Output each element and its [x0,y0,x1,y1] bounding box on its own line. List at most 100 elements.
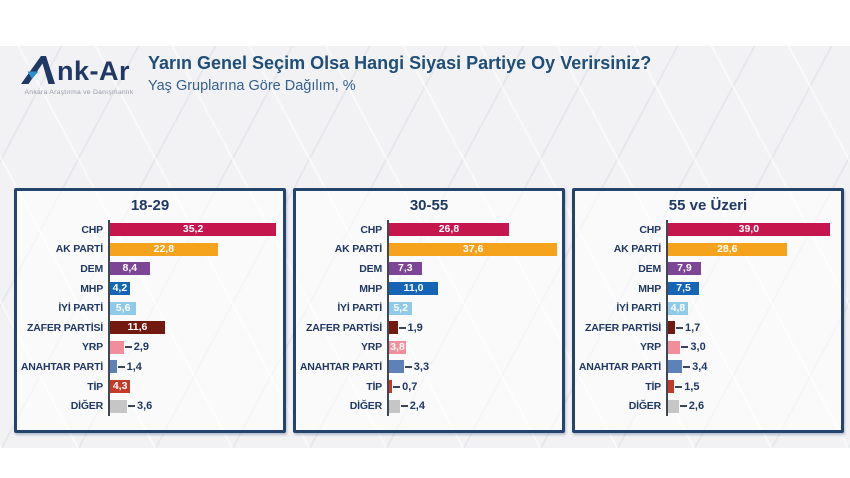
bar-track: 0,7 [387,376,562,397]
bar [389,321,398,335]
bar: 4,2 [110,282,130,296]
bar: 7,3 [389,262,422,276]
value-label: 28,6 [717,242,738,255]
bar-track: 22,8 [108,239,283,260]
leader-dash [681,346,689,349]
value-label: 0,7 [402,380,418,393]
leader-dash [128,405,135,408]
party-label: İYİ PARTİ [337,302,382,315]
leader-dash [398,326,406,329]
bar-track: 4,3 [108,376,283,397]
value-label: 26,8 [438,223,460,236]
party-label: DEM [359,262,382,275]
bar-track: 5,2 [387,298,562,318]
party-label: AK PARTİ [613,243,661,256]
bar-track: 3,8 [387,337,562,358]
party-label: ANAHTAR PARTİ [578,360,661,373]
party-label: YRP [640,341,661,354]
bar: 37,6 [389,242,558,256]
bar: 28,6 [668,242,787,256]
value-label: 3,0 [690,341,706,354]
value-label: 11,0 [403,282,424,295]
panel-rows: CHP 35,2 AK PARTİ 22,8 DEM 8,4 MHP 4,2 İYİ PARTİ… [17,220,283,416]
bar [668,340,681,354]
value-label: 39,0 [738,223,760,236]
age-group-panels: 18-29 CHP 35,2 AK PARTİ 22,8 DEM 8,4 MHP 4,2 İYİ … [14,188,844,433]
value-label: 1,9 [407,321,423,334]
bar [668,360,683,374]
bar-track: 4,2 [108,278,283,299]
chart-row: YRP 2,9 [17,337,283,358]
value-label: 1,5 [684,380,700,393]
panel-title: 30-55 [409,197,449,214]
value-label: 4,2 [112,282,128,295]
party-label: TİP [87,380,103,393]
panel-title: 18-29 [130,197,170,214]
chart-row: YRP 3,8 [296,337,562,358]
chart-row: DİĞER 3,6 [17,396,283,416]
page-subtitle: Yaş Gruplarına Göre Dağılım, % [148,78,356,94]
value-label: 3,3 [413,360,430,373]
panel-rows: CHP 26,8 AK PARTİ 37,6 DEM 7,3 MHP 11,0 İYİ PART… [296,220,562,416]
party-label: İYİ PARTİ [58,302,103,315]
chart-row: İYİ PARTİ 5,2 [296,298,562,318]
leader-dash [117,365,125,368]
chart-row: CHP 39,0 [575,220,841,240]
chart-row: CHP 26,8 [296,220,562,240]
age-panel: 55 ve Üzeri CHP 39,0 AK PARTİ 28,6 DEM 7,9 MHP 7… [572,188,844,433]
chart-row: TİP 4,3 [17,376,283,397]
chart-row: DEM 7,9 [575,259,841,279]
value-label: 1,4 [126,360,142,373]
bar-track: 1,5 [666,376,841,397]
chart-row: ZAFER PARTİSİ 11,6 [17,317,283,338]
leader-dash [675,385,683,388]
chart-row: MHP 4,2 [17,278,283,299]
leader-dash [393,385,401,388]
value-label: 4,3 [112,380,128,393]
value-label: 2,4 [409,400,425,413]
chart-row: DEM 7,3 [296,259,562,279]
bar [389,380,393,394]
chart-row: ZAFER PARTİSİ 1,7 [575,317,841,338]
leader-dash [404,365,412,368]
bar-track: 26,8 [387,220,562,240]
bar-track: 7,3 [387,259,562,279]
bar: 3,8 [389,340,406,354]
chart-row: AK PARTİ 22,8 [17,239,283,260]
chart-row: ZAFER PARTİSİ 1,9 [296,317,562,338]
logo-tagline: Ankara Araştırma ve Danışmanlık [24,89,134,96]
bar-track: 3,6 [108,396,283,416]
panel-rows: CHP 39,0 AK PARTİ 28,6 DEM 7,9 MHP 7,5 İYİ PARTİ… [575,220,841,416]
party-label: İYİ PARTİ [616,302,661,315]
party-label: YRP [361,341,382,354]
logo-text: nk-Ar [57,56,131,86]
value-label: 7,5 [676,282,691,295]
leader-dash [679,405,687,408]
chart-row: ANAHTAR PARTİ 3,3 [296,357,562,377]
bar-track: 8,4 [108,259,283,279]
bar-track: 39,0 [666,220,841,240]
bar [110,360,117,374]
party-label: CHP [360,223,382,236]
chart-row: DİĞER 2,6 [575,396,841,416]
bar-track: 3,0 [666,337,841,358]
party-label: AK PARTİ [55,243,103,256]
bar: 39,0 [668,223,830,237]
chart-row: İYİ PARTİ 4,8 [575,298,841,318]
value-label: 3,4 [692,360,708,373]
party-label: ZAFER PARTİSİ [585,321,661,334]
bar-track: 4,8 [666,298,841,318]
chart-row: ANAHTAR PARTİ 1,4 [17,357,283,377]
value-label: 2,6 [688,400,705,413]
party-label: CHP [81,223,103,236]
bar [389,399,400,413]
party-label: TİP [366,380,382,393]
party-label: AK PARTİ [334,243,382,256]
bar-track: 2,4 [387,396,562,416]
bar-track: 35,2 [108,220,283,240]
bar [110,340,124,354]
chart-row: MHP 7,5 [575,278,841,299]
party-label: ANAHTAR PARTİ [299,360,382,373]
value-label: 8,4 [122,262,138,275]
bar-track: 11,6 [108,317,283,338]
